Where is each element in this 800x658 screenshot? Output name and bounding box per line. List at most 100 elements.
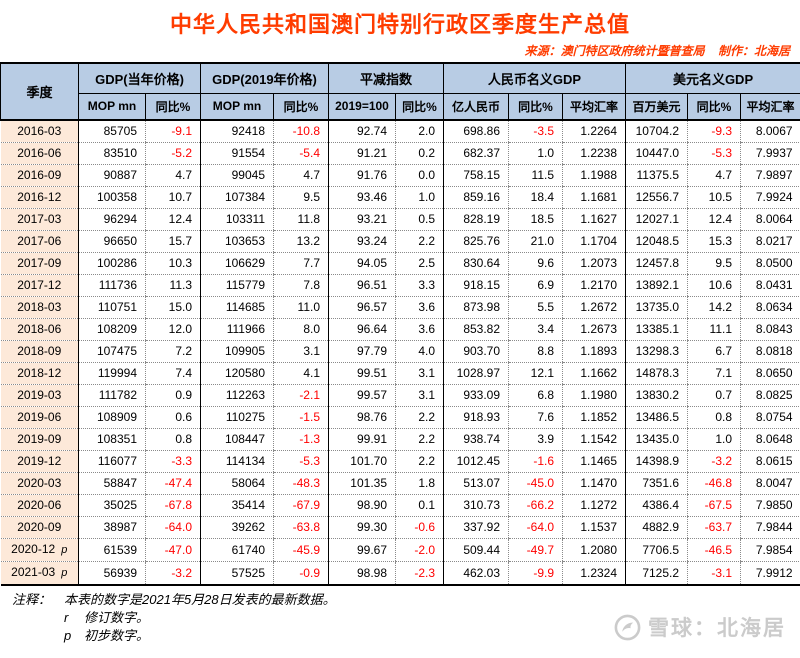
value-cell: 2.2 [394, 428, 444, 451]
value-cell: 115779 [200, 274, 274, 297]
value-cell: 18.4 [508, 186, 563, 209]
value-cell: 1012.45 [443, 450, 509, 473]
value-cell: 1.1681 [562, 186, 626, 209]
value-cell: 13385.1 [625, 318, 688, 341]
value-cell: 1.2324 [562, 561, 626, 585]
value-cell: 7.9897 [740, 164, 800, 187]
note-line-r: r 修订数字。 [12, 609, 800, 627]
value-cell: 2.2 [394, 406, 444, 429]
value-cell: 111782 [78, 384, 146, 407]
value-cell: 825.76 [443, 230, 509, 253]
value-cell: -1.6 [508, 450, 563, 473]
value-cell: 56939 [78, 561, 146, 585]
value-cell: 99.51 [328, 362, 396, 385]
value-cell: 110275 [200, 406, 274, 429]
value-cell: 509.44 [443, 538, 509, 562]
table-row: 2020-03 58847 -47.4 58064 -48.3 101.35 1.8 513.… [0, 472, 800, 495]
value-cell: 1.1627 [562, 208, 626, 231]
subheader-usd-rate: 平均汇率 [740, 92, 800, 121]
value-cell: 3.4 [508, 318, 563, 341]
value-cell: 337.92 [443, 516, 509, 539]
quarter-cell: 2019-03 [0, 384, 79, 407]
value-cell: 7.9912 [740, 561, 800, 585]
value-cell: 94.05 [328, 252, 396, 275]
value-cell: 8.0047 [740, 472, 800, 495]
quarter-cell: 2020-09 [0, 516, 79, 539]
value-cell: 39262 [200, 516, 274, 539]
value-cell: 11.0 [273, 296, 329, 319]
value-cell: 828.19 [443, 208, 509, 231]
value-cell: 99045 [200, 164, 274, 187]
note-key-p: p [64, 628, 72, 643]
value-cell: 10.7 [145, 186, 201, 209]
header-group-gdp-current: GDP(当年价格) [78, 62, 201, 94]
value-cell: 116077 [78, 450, 146, 473]
value-cell: 1.1470 [562, 472, 626, 495]
value-cell: 9.5 [687, 252, 741, 275]
value-cell: -5.3 [687, 142, 741, 165]
watermark: 雪球：北海居 [614, 612, 786, 642]
value-cell: 101.35 [328, 472, 396, 495]
value-cell: -1.5 [273, 406, 329, 429]
value-cell: 3.6 [394, 296, 444, 319]
value-cell: 513.07 [443, 472, 509, 495]
value-cell: -3.2 [145, 561, 201, 585]
value-cell: 100358 [78, 186, 146, 209]
quarter-cell: 2017-06 [0, 230, 79, 253]
source-label: 来源：澳门特区政府统计暨普查局 [524, 44, 705, 58]
value-cell: 92.74 [328, 120, 396, 143]
value-cell: 1.0 [394, 186, 444, 209]
value-cell: 7.9844 [740, 516, 800, 539]
value-cell: 109905 [200, 340, 274, 363]
value-cell: 1.2672 [562, 296, 626, 319]
value-cell: 8.0650 [740, 362, 800, 385]
header-quarter: 季度 [0, 62, 79, 121]
value-cell: 1.1852 [562, 406, 626, 429]
value-cell: 1.1662 [562, 362, 626, 385]
value-cell: 15.3 [687, 230, 741, 253]
value-cell: 91.76 [328, 164, 396, 187]
table-row: 2020-06 35025 -67.8 35414 -67.9 98.90 0.1 310.7… [0, 494, 800, 517]
value-cell: 7.9850 [740, 494, 800, 517]
value-cell: 0.7 [687, 384, 741, 407]
value-cell: 14.2 [687, 296, 741, 319]
quarter-cell: 2017-09 [0, 252, 79, 275]
value-cell: 1.2264 [562, 120, 626, 143]
value-cell: -0.9 [273, 561, 329, 585]
value-cell: 21.0 [508, 230, 563, 253]
value-cell: 859.16 [443, 186, 509, 209]
value-cell: 9.6 [508, 252, 563, 275]
value-cell: -3.5 [508, 120, 563, 143]
value-cell: 96.64 [328, 318, 396, 341]
value-cell: 11.8 [273, 208, 329, 231]
table-row: 2017-12 111736 11.3 115779 7.8 96.51 3.3 918.15… [0, 274, 800, 297]
value-cell: 0.6 [145, 406, 201, 429]
value-cell: 91554 [200, 142, 274, 165]
header-group-gdp-2019: GDP(2019年价格) [200, 62, 329, 94]
table-row: 2018-06 108209 12.0 111966 8.0 96.64 3.6 853.82… [0, 318, 800, 341]
value-cell: 108209 [78, 318, 146, 341]
subheader-mop-mn-2019: MOP mn [200, 92, 274, 121]
value-cell: 8.0064 [740, 208, 800, 231]
value-cell: 98.76 [328, 406, 396, 429]
value-cell: 8.8 [508, 340, 563, 363]
value-cell: 92418 [200, 120, 274, 143]
value-cell: 112263 [200, 384, 274, 407]
value-cell: -3.1 [687, 561, 741, 585]
value-cell: 8.0634 [740, 296, 800, 319]
table-row: 2016-12 100358 10.7 107384 9.5 93.46 1.0 859.16… [0, 186, 800, 209]
value-cell: -0.6 [394, 516, 444, 539]
value-cell: 110751 [78, 296, 146, 319]
value-cell: -64.0 [508, 516, 563, 539]
value-cell: 15.0 [145, 296, 201, 319]
subheader-yoy-2019: 同比% [273, 92, 329, 121]
table-row: 2019-06 108909 0.6 110275 -1.5 98.76 2.2 918.93… [0, 406, 800, 429]
value-cell: 8.0 [273, 318, 329, 341]
table-row: 2016-06 83510 -5.2 91554 -5.4 91.21 0.2 682.37 1… [0, 142, 800, 165]
value-cell: 1.2170 [562, 274, 626, 297]
table-row: 2021-03 p 56939 -3.2 57525 -0.9 98.98 -2.3 462.0… [0, 561, 800, 585]
value-cell: 107384 [200, 186, 274, 209]
value-cell: 3.1 [394, 362, 444, 385]
value-cell: 5.5 [508, 296, 563, 319]
